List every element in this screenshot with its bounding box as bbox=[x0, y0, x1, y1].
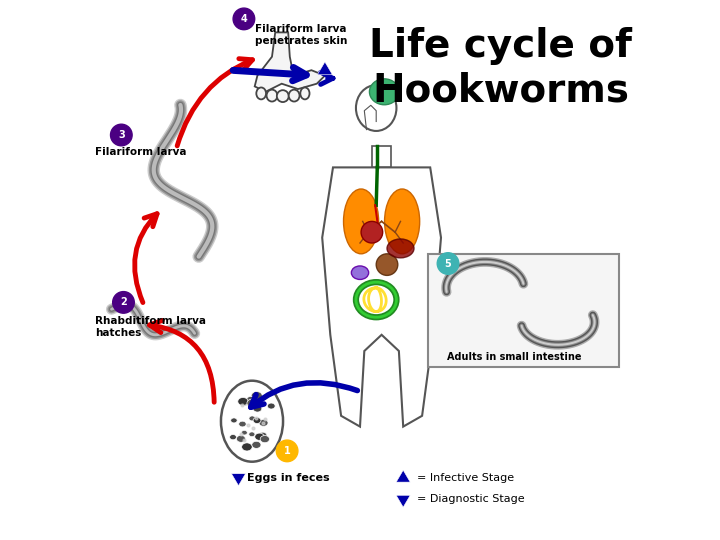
Circle shape bbox=[276, 440, 298, 462]
Text: 4: 4 bbox=[240, 14, 247, 24]
Ellipse shape bbox=[256, 87, 266, 99]
Polygon shape bbox=[323, 167, 441, 427]
Ellipse shape bbox=[255, 433, 264, 440]
Ellipse shape bbox=[300, 87, 310, 99]
Ellipse shape bbox=[361, 221, 383, 243]
Ellipse shape bbox=[247, 396, 255, 403]
Ellipse shape bbox=[239, 398, 250, 406]
Ellipse shape bbox=[247, 399, 258, 407]
Text: Eggs in feces: Eggs in feces bbox=[246, 473, 329, 483]
Ellipse shape bbox=[266, 90, 277, 102]
Ellipse shape bbox=[267, 403, 275, 409]
Ellipse shape bbox=[241, 430, 247, 435]
Text: Adults in small intestine: Adults in small intestine bbox=[446, 352, 581, 362]
Ellipse shape bbox=[387, 239, 414, 258]
Text: 1: 1 bbox=[284, 446, 290, 456]
Polygon shape bbox=[255, 32, 325, 92]
Polygon shape bbox=[318, 62, 333, 75]
Ellipse shape bbox=[251, 392, 262, 400]
Ellipse shape bbox=[260, 436, 269, 443]
Ellipse shape bbox=[249, 416, 256, 421]
Circle shape bbox=[111, 124, 132, 146]
Text: 2: 2 bbox=[120, 298, 127, 307]
Ellipse shape bbox=[356, 85, 397, 131]
Ellipse shape bbox=[252, 441, 261, 448]
Ellipse shape bbox=[253, 406, 262, 412]
Circle shape bbox=[112, 292, 134, 313]
Ellipse shape bbox=[351, 266, 369, 280]
Ellipse shape bbox=[230, 418, 237, 423]
Circle shape bbox=[233, 8, 255, 30]
Polygon shape bbox=[232, 474, 246, 485]
Ellipse shape bbox=[259, 420, 268, 426]
Polygon shape bbox=[396, 470, 410, 482]
Ellipse shape bbox=[230, 435, 236, 440]
Text: Rhabditiform larva
hatches: Rhabditiform larva hatches bbox=[95, 316, 207, 338]
Ellipse shape bbox=[276, 90, 289, 102]
Text: = Diagnostic Stage: = Diagnostic Stage bbox=[417, 495, 524, 504]
Text: 5: 5 bbox=[445, 259, 451, 268]
Ellipse shape bbox=[258, 432, 267, 438]
Text: Filariform larva: Filariform larva bbox=[95, 147, 187, 157]
Ellipse shape bbox=[384, 189, 420, 254]
Text: Life cycle of
Hookworms: Life cycle of Hookworms bbox=[369, 27, 632, 109]
Ellipse shape bbox=[239, 421, 246, 427]
Ellipse shape bbox=[253, 399, 260, 403]
Polygon shape bbox=[372, 146, 392, 167]
Ellipse shape bbox=[236, 435, 246, 442]
Ellipse shape bbox=[369, 79, 399, 105]
Ellipse shape bbox=[289, 90, 300, 102]
Text: Filariform larva
penetrates skin: Filariform larva penetrates skin bbox=[255, 24, 347, 46]
Polygon shape bbox=[396, 495, 410, 507]
FancyBboxPatch shape bbox=[428, 254, 619, 367]
Ellipse shape bbox=[376, 254, 397, 275]
Text: 3: 3 bbox=[118, 130, 125, 140]
Ellipse shape bbox=[238, 397, 248, 406]
Ellipse shape bbox=[242, 443, 252, 451]
Ellipse shape bbox=[249, 432, 255, 437]
Ellipse shape bbox=[221, 381, 283, 462]
Text: = Infective Stage: = Infective Stage bbox=[417, 473, 514, 483]
Ellipse shape bbox=[253, 417, 261, 423]
Ellipse shape bbox=[343, 189, 379, 254]
Circle shape bbox=[437, 253, 459, 274]
